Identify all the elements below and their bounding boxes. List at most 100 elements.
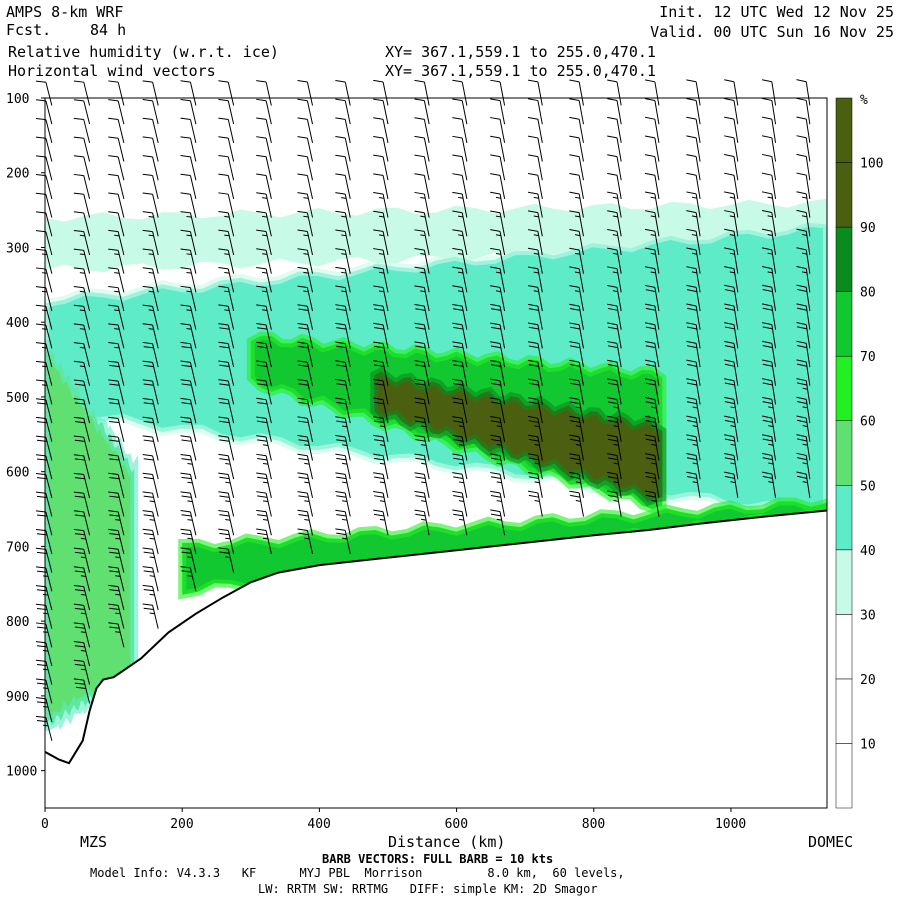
wind-barb [796, 97, 811, 125]
barb-flag [730, 462, 736, 465]
wind-barb [414, 304, 430, 330]
wind-barb [297, 472, 314, 498]
barb-flag [35, 659, 46, 662]
barb-flag [35, 398, 46, 401]
wind-barb [108, 267, 125, 293]
barb-flag [219, 458, 230, 461]
barb-flag [761, 359, 772, 363]
barb-flag [645, 476, 656, 479]
wind-barb [569, 210, 584, 237]
barb-flag [297, 491, 308, 494]
barb-flag [374, 420, 385, 424]
barb-flag [645, 438, 656, 442]
wind-barb [297, 509, 314, 536]
barb-flag [452, 397, 463, 401]
wind-barb [73, 267, 91, 293]
wind-barb [73, 603, 91, 629]
wind-barb [373, 117, 389, 143]
barb-flag [218, 136, 229, 139]
barb-flag [379, 500, 385, 502]
wind-barb [256, 323, 272, 349]
wind-barb [686, 116, 701, 143]
wind-barb [761, 359, 777, 386]
wind-barb [35, 80, 53, 106]
barb-flag [142, 155, 153, 158]
wind-barb [527, 210, 543, 237]
barb-flag [336, 364, 347, 367]
barb-flag [108, 99, 119, 102]
barb-flag [644, 228, 655, 232]
barb-flag [527, 98, 538, 102]
barb-flag [420, 196, 426, 199]
barb-flag [74, 626, 85, 629]
barb-flag [341, 253, 347, 255]
barb-flag [218, 154, 229, 158]
wind-barb [644, 397, 660, 424]
barb-shaft [771, 156, 777, 181]
barb-flag [644, 434, 655, 438]
wind-barb [180, 397, 197, 424]
barb-flag [75, 686, 86, 689]
barb-flag [570, 494, 581, 498]
model-info-line2: LW: RRTM SW: RRTMG DIFF: simple KM: 2D S… [258, 882, 598, 896]
barb-flag [650, 271, 656, 274]
barb-flag [142, 304, 153, 307]
barb-shaft [227, 156, 235, 181]
barb-flag [149, 612, 155, 615]
barb-flag [650, 252, 656, 255]
y-tick-label: 600 [6, 466, 29, 481]
wind-barb [569, 415, 584, 442]
barb-flag [612, 215, 618, 218]
wind-barb [761, 284, 777, 312]
wind-barb [108, 229, 125, 256]
barb-flag [797, 307, 808, 311]
wind-barb [35, 174, 53, 200]
wind-barb [724, 172, 739, 199]
barb-flag [35, 286, 46, 289]
barb-flag [35, 136, 46, 139]
barb-flag [569, 172, 580, 176]
barb-flag [420, 290, 426, 293]
barb-flag [373, 378, 384, 382]
barb-flag [256, 248, 267, 251]
wind-barb [490, 98, 506, 125]
barb-flag [762, 307, 773, 311]
barb-flag [257, 458, 268, 461]
barb-flag [73, 342, 84, 345]
barb-flag [761, 284, 772, 288]
barb-flag [768, 443, 774, 446]
wind-barb [142, 379, 159, 405]
barb-flag [414, 378, 425, 382]
barb-flag [257, 532, 268, 536]
wind-barb [73, 584, 91, 611]
barb-flag [35, 342, 46, 345]
barb-flag [796, 172, 807, 176]
barb-flag [644, 98, 655, 101]
wind-barb [724, 359, 739, 386]
barb-shaft [654, 137, 660, 162]
barb-shaft [227, 175, 235, 200]
barb-flag [180, 379, 191, 382]
wind-barb [724, 415, 739, 442]
barb-flag [341, 197, 347, 199]
barb-flag [43, 668, 49, 671]
barb-flag [644, 154, 655, 158]
wind-barb [527, 285, 543, 312]
barb-flag [414, 509, 425, 513]
barb-flag [73, 659, 84, 662]
forecast-label: Fcst. [6, 21, 52, 39]
barb-flag [109, 458, 120, 461]
barb-flag [729, 252, 735, 255]
wind-barb [297, 266, 314, 293]
barb-flag [373, 248, 384, 251]
barb-shaft [117, 175, 125, 200]
barb-flag [496, 425, 502, 428]
barb-shaft [344, 175, 351, 199]
barb-shaft [382, 81, 389, 106]
barb-flag [336, 345, 347, 349]
barb-flag [452, 416, 463, 419]
wind-barb [527, 341, 543, 368]
barb-flag [379, 462, 385, 465]
barb-flag [686, 453, 697, 456]
barb-flag [79, 272, 85, 274]
